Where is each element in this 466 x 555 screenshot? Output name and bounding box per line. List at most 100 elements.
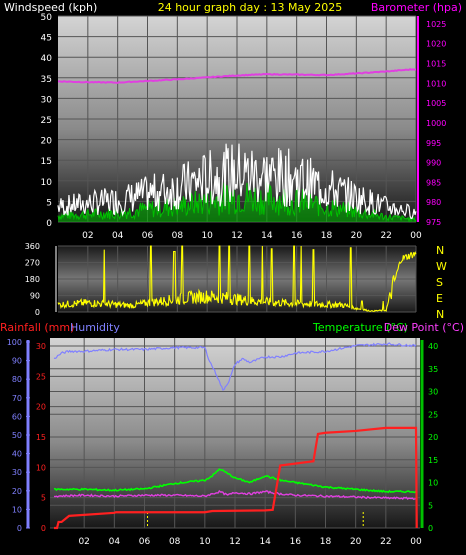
barometer-tick-label: 995 <box>426 139 441 148</box>
barometer-tick-label: 1000 <box>426 119 446 128</box>
wind-x-tick-label: 20 <box>351 231 363 241</box>
rainfall-axis-title: Rainfall (mm) <box>0 321 74 334</box>
rain-tick-label: 15 <box>36 433 46 442</box>
temperature-tick-label: 20 <box>428 433 438 442</box>
rain-tick-label: 25 <box>36 372 46 381</box>
temperature-tick-label: 10 <box>428 479 438 488</box>
rain-x-tick-label: 02 <box>78 537 89 547</box>
temperature-axis-title: Temperature (°C) <box>312 321 408 334</box>
rain-tick-label: 30 <box>36 342 46 351</box>
humidity-series-line <box>53 342 417 391</box>
rain-x-tick-label: 10 <box>199 537 211 547</box>
rainfall-series-line <box>54 426 418 530</box>
humidity-tick-label: 30 <box>12 468 22 477</box>
direction-letter: N <box>436 308 444 321</box>
humidity-tick-label: 20 <box>12 487 22 496</box>
direction-letter: W <box>436 260 447 273</box>
direction-series-line <box>57 245 417 312</box>
barometer-axis-title: Barometer (hpa) <box>371 1 462 14</box>
wind-x-tick-label: 22 <box>380 231 391 241</box>
wind-tick-label: 0 <box>46 219 52 229</box>
barometer-series-line <box>57 68 417 84</box>
direction-tick-label: 360 <box>25 242 40 251</box>
direction-tick-label: 0 <box>35 308 40 317</box>
wind-axis-title: Windspeed (kph) <box>4 1 97 14</box>
rain-x-tick-label: 14 <box>259 537 271 547</box>
humidity-tick-label: 10 <box>12 505 22 514</box>
humidity-tick-label: 50 <box>12 431 22 440</box>
direction-tick-label: 270 <box>25 259 40 268</box>
wind-x-tick-label: 02 <box>82 231 93 241</box>
direction-letter: E <box>436 292 443 305</box>
barometer-tick-label: 985 <box>426 178 441 187</box>
barometer-tick-label: 1005 <box>426 99 446 108</box>
wind-tick-label: 30 <box>41 95 53 105</box>
wind-x-tick-label: 18 <box>321 231 333 241</box>
wind-tick-label: 10 <box>41 178 53 188</box>
humidity-tick-label: 70 <box>12 394 22 403</box>
dewpoint-axis-title: Dew Point (°C) <box>384 321 464 334</box>
rain-x-tick-label: 22 <box>380 537 391 547</box>
humidity-tick-label: 40 <box>12 450 22 459</box>
direction-tick-label: 90 <box>30 292 40 301</box>
wind-x-tick-label: 06 <box>142 231 154 241</box>
wind-x-tick-label: 12 <box>231 231 242 241</box>
barometer-tick-label: 1025 <box>426 20 446 29</box>
direction-tick-label: 180 <box>25 275 40 284</box>
rain-x-tick-label: 00 <box>410 537 422 547</box>
humidity-axis-title: Humidity <box>70 321 120 334</box>
rain-tick-label: 0 <box>41 524 46 533</box>
wind-tick-label: 40 <box>41 54 53 64</box>
rain-tick-label: 5 <box>41 494 46 503</box>
wind-x-tick-label: 10 <box>201 231 213 241</box>
wind-tick-label: 20 <box>41 137 53 147</box>
wind-x-tick-label: 04 <box>112 231 124 241</box>
wind-tick-label: 25 <box>41 116 52 126</box>
wind-x-tick-label: 08 <box>172 231 184 241</box>
rain-x-tick-label: 06 <box>139 537 151 547</box>
barometer-tick-label: 980 <box>426 198 441 207</box>
barometer-tick-label: 1020 <box>426 40 446 49</box>
rain-x-tick-label: 08 <box>169 537 181 547</box>
temperature-tick-label: 25 <box>428 410 438 419</box>
rain-x-tick-label: 18 <box>320 537 332 547</box>
humidity-tick-label: 0 <box>17 524 22 533</box>
humidity-tick-label: 80 <box>12 375 22 384</box>
barometer-tick-label: 990 <box>426 159 441 168</box>
rain-x-tick-label: 16 <box>290 537 302 547</box>
gust-area <box>58 182 416 222</box>
direction-letter: N <box>436 244 444 257</box>
wind-tick-label: 50 <box>41 13 53 23</box>
rain-x-tick-label: 12 <box>229 537 240 547</box>
rain-tick-label: 10 <box>36 463 46 472</box>
barometer-tick-label: 975 <box>426 218 441 227</box>
wind-x-tick-label: 16 <box>291 231 303 241</box>
temperature-tick-label: 35 <box>428 365 438 374</box>
direction-letter: S <box>436 276 443 289</box>
humidity-tick-label: 60 <box>12 412 22 421</box>
rain-x-tick-label: 04 <box>109 537 121 547</box>
temperature-tick-label: 15 <box>428 456 438 465</box>
barometer-tick-label: 1015 <box>426 60 446 69</box>
humidity-tick-label: 100 <box>7 338 22 347</box>
temperature-series-line <box>53 468 417 494</box>
wind-x-tick-label: 14 <box>261 231 273 241</box>
rain-tick-label: 20 <box>36 403 46 412</box>
temperature-tick-label: 30 <box>428 388 438 397</box>
wind-x-tick-label: 00 <box>410 231 422 241</box>
rain-x-tick-label: 20 <box>350 537 362 547</box>
wind-tick-label: 5 <box>46 198 52 208</box>
chart-title: 24 hour graph day : 13 May 2025 <box>158 1 343 14</box>
temperature-tick-label: 5 <box>428 501 433 510</box>
wind-tick-label: 35 <box>41 75 52 85</box>
temperature-tick-label: 0 <box>428 524 433 533</box>
wind-series-line <box>57 143 417 219</box>
dewpoint-series-line <box>53 489 417 501</box>
barometer-tick-label: 1010 <box>426 79 446 88</box>
wind-tick-label: 45 <box>41 34 52 44</box>
humidity-tick-label: 90 <box>12 357 22 366</box>
temperature-tick-label: 40 <box>428 342 438 351</box>
wind-tick-label: 15 <box>41 157 52 167</box>
